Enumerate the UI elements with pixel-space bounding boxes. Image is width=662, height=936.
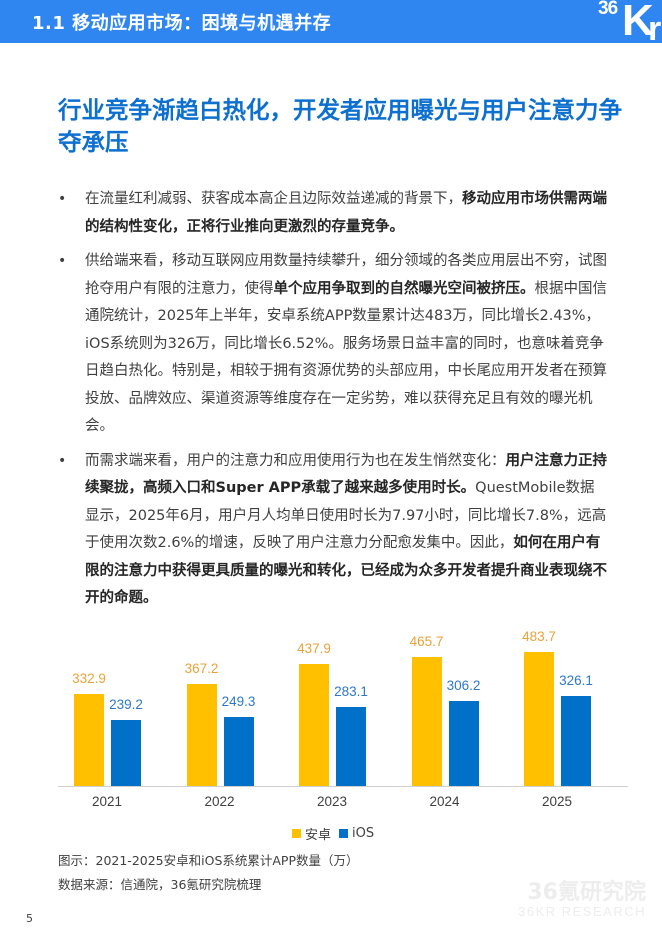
bullet-emphasis-text: 移动应用市场供需两端的结构性变化，正将行业推向更激烈的存量竞争。	[85, 191, 607, 235]
logo-36-text: 36	[598, 0, 618, 19]
data-label: 326.1	[559, 672, 593, 688]
data-label: 367.2	[184, 661, 219, 677]
x-axis-tick-label: 2022	[204, 794, 235, 809]
bullet-text: 在流量红利减弱、获客成本高企且边际效益递减的背景下，	[85, 191, 462, 207]
x-axis-tick-label: 2024	[429, 794, 460, 809]
chart-caption: 图示：2021-2025安卓和iOS系统累计APP数量（万）	[58, 853, 359, 868]
36kr-logo: 36 K r	[576, 0, 662, 50]
page-title: 行业竞争渐趋白热化，开发者应用曝光与用户注意力争夺承压	[58, 96, 622, 156]
bullet-item: • 而需求端来看，用户的注意力和应用使用行为也在发生悄然变化：用户注意力正持续聚拢…	[58, 448, 608, 613]
chart-x-axis	[58, 786, 628, 787]
bullet-emphasis-text: 如何在用户有限的注意力中获得更具质量的曝光和转化，已经成为众多开发者提升商业表现…	[85, 535, 607, 606]
data-label: 306.2	[446, 678, 481, 694]
ios-bar-2024	[448, 701, 479, 786]
data-label: 483.7	[522, 628, 556, 644]
page-number: 5	[26, 912, 33, 925]
watermark-cn: 36氪研究院	[527, 880, 646, 905]
x-axis-tick-label: 2025	[541, 794, 573, 809]
bullet-dot-icon: •	[58, 191, 67, 207]
bullet-item: • 在流量红利减弱、获客成本高企且边际效益递减的背景下，移动应用市场供需两端的结构…	[58, 186, 608, 241]
android-bar-2024	[411, 656, 442, 786]
section-title: 1.1 移动应用市场：困境与机遇并存	[32, 13, 332, 34]
bullet-text: 根据中国信通院统计，2025年上半年，安卓系统APP数量累计达483万，同比增长…	[85, 280, 607, 435]
data-source: 数据来源：信通院，36氪研究院梳理	[58, 877, 262, 892]
bar-chart: 332.9 239.2 2021 367.2 249.3 2022 437.9 283.1 20…	[40, 628, 630, 810]
watermark-en: 36KR RESEARCH	[518, 904, 646, 919]
x-axis-tick-label: 2023	[316, 794, 348, 809]
bullet-text: QuestMobile数据显示，2025年6月，用户月人均单日使用时长为7.97…	[85, 480, 607, 551]
data-label: 283.1	[334, 684, 368, 700]
watermark: 36氪研究院 36KR RESEARCH	[518, 881, 646, 919]
bullet-emphasis-text: 单个应用争取到的自然曝光空间被挤压。	[273, 280, 535, 297]
android-bar-2023	[299, 664, 329, 786]
legend-swatch-icon	[292, 829, 301, 838]
bullet-dot-icon: •	[58, 253, 67, 269]
data-label: 465.7	[409, 633, 444, 649]
android-bar-2022	[186, 684, 217, 786]
x-axis-tick-label: 2021	[91, 794, 123, 809]
ios-bar-2025	[561, 695, 591, 786]
data-label: 239.2	[109, 696, 143, 712]
bullet-text: 供给端来看，移动互联网应用数量持续攀升，细分领域的各类应用层出不穷，试图抢夺用户…	[85, 253, 607, 297]
android-bar-2025	[524, 651, 554, 786]
logo-k-text: K	[622, 0, 654, 45]
logo-r-text: r	[648, 10, 662, 48]
ios-bar-2023	[336, 707, 366, 786]
bullet-item: • 供给端来看，移动互联网应用数量持续攀升，细分领域的各类应用层出不穷，试图抢夺用…	[58, 248, 608, 441]
data-label: 249.3	[221, 693, 256, 709]
bullet-list: • 在流量红利减弱、获客成本高企且边际效益递减的背景下，移动应用市场供需两端的结构…	[58, 186, 608, 620]
legend-label: iOS	[352, 826, 375, 841]
legend-swatch-icon	[339, 829, 349, 838]
ios-bar-2022	[223, 716, 254, 786]
android-bar-2021	[74, 693, 104, 786]
bullet-text: 而需求端来看，用户的注意力和应用使用行为也在发生悄然变化：	[85, 452, 506, 469]
chart-legend: 安卓 iOS	[292, 824, 378, 843]
bullet-emphasis-text: 用户注意力正持续聚拢，高频入口和Super APP承载了越来越多使用时长。	[85, 452, 607, 497]
data-label: 332.9	[72, 670, 106, 686]
bullet-dot-icon: •	[58, 452, 67, 469]
legend-label: 安卓	[305, 828, 332, 843]
data-label: 437.9	[297, 641, 331, 657]
ios-bar-2021	[111, 719, 141, 786]
section-header-bar: 1.1 移动应用市场：困境与机遇并存 36 K r	[0, 0, 662, 48]
